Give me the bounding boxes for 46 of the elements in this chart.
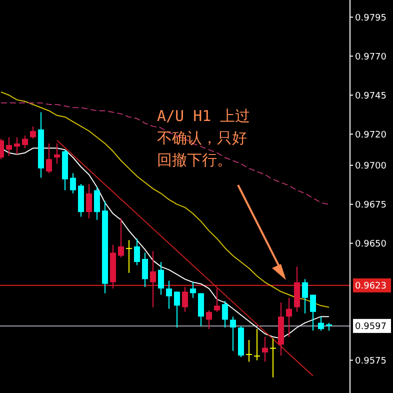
candlestick bbox=[318, 316, 324, 332]
candlestick bbox=[118, 218, 124, 258]
ref-line-label: 0.9623 bbox=[355, 282, 386, 292]
y-tick-label: 0.9650 bbox=[355, 239, 387, 250]
annotation: A/U H1 上过 bbox=[157, 107, 250, 125]
candlestick bbox=[6, 136, 12, 156]
candlestick bbox=[46, 142, 52, 174]
candlestick bbox=[14, 136, 20, 155]
candlestick bbox=[286, 297, 292, 338]
line-series bbox=[0, 102, 330, 205]
candlestick bbox=[70, 172, 76, 194]
candlestick bbox=[270, 338, 276, 378]
candlestick bbox=[246, 339, 252, 362]
candlestick bbox=[206, 310, 212, 330]
candlestick bbox=[166, 280, 172, 310]
candlestick bbox=[214, 288, 220, 312]
candlestick bbox=[22, 135, 28, 149]
candlestick bbox=[310, 294, 316, 332]
candlestick bbox=[190, 282, 196, 298]
candlestick bbox=[198, 292, 204, 326]
candlestick bbox=[126, 240, 132, 274]
y-tick-label: 0.9745 bbox=[355, 91, 386, 102]
candlestick bbox=[54, 142, 60, 164]
candlestick bbox=[262, 336, 268, 362]
candlestick bbox=[174, 291, 180, 328]
y-tick-label: 0.9575 bbox=[355, 356, 386, 366]
y-tick-label: 0.9700 bbox=[355, 161, 387, 172]
y-tick-label: 0.9795 bbox=[355, 13, 386, 24]
candlestick bbox=[142, 252, 148, 288]
candlestick bbox=[86, 184, 92, 219]
candlestick bbox=[182, 286, 188, 312]
candlestick bbox=[158, 262, 164, 296]
candlestick bbox=[150, 250, 156, 308]
y-tick-label: 0.9770 bbox=[355, 52, 387, 62]
candlestick bbox=[254, 328, 260, 361]
y-tick-label: 0.9720 bbox=[355, 130, 387, 140]
annotation: 回撤下行。 bbox=[157, 151, 232, 169]
annotation: 不确认，只好 bbox=[157, 129, 247, 147]
candlestick bbox=[30, 126, 36, 140]
y-tick-label: 0.9675 bbox=[355, 200, 386, 210]
candlestick bbox=[94, 186, 100, 220]
candlestick bbox=[302, 278, 308, 314]
candlestick bbox=[222, 300, 228, 328]
ref-line-label: 0.9597 bbox=[355, 322, 386, 332]
candlestick bbox=[134, 238, 140, 266]
candlestick bbox=[230, 316, 236, 352]
